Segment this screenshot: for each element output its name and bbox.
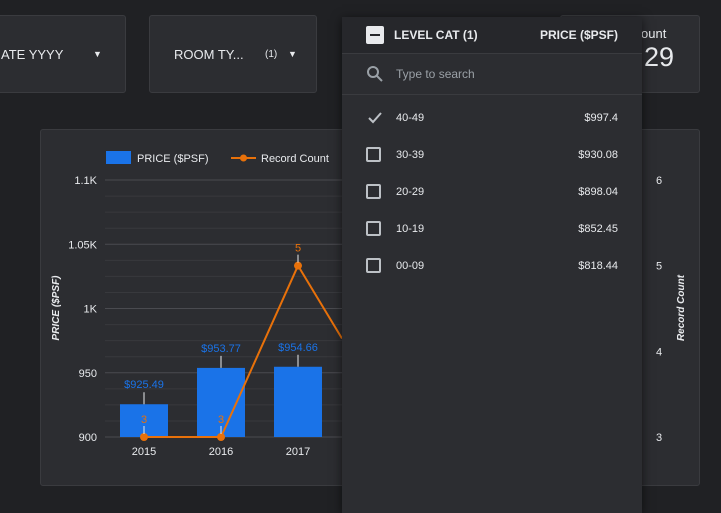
level-cat-dropdown: LEVEL CAT (1) PRICE ($PSF) Type to searc… xyxy=(342,17,642,513)
dropdown-option[interactable]: 30-39 $930.08 xyxy=(342,136,642,173)
option-label: 20-29 xyxy=(396,185,425,198)
chevron-down-icon: ▼ xyxy=(93,49,102,59)
line-data-label: 3 xyxy=(218,414,224,426)
option-checkbox[interactable] xyxy=(366,221,381,236)
y2-tick-label: 4 xyxy=(656,346,662,358)
x-tick-label: 2015 xyxy=(132,446,156,458)
bar-data-label: $953.77 xyxy=(201,343,241,355)
record-count-line xyxy=(144,263,343,438)
line-point xyxy=(140,433,148,441)
legend-bar-swatch xyxy=(106,151,131,164)
y-tick-label: 1K xyxy=(84,304,98,316)
scorecard-value: 29 xyxy=(644,42,675,72)
dropdown-header-metric: PRICE ($PSF) xyxy=(539,28,618,42)
legend-bar-label: PRICE ($PSF) xyxy=(137,153,209,165)
option-value: $997.4 xyxy=(584,111,618,124)
line-point xyxy=(294,261,302,270)
date-filter-label: ATE YYYY xyxy=(1,46,64,62)
room-type-filter-badge: (1) xyxy=(265,48,278,60)
bar xyxy=(274,366,322,437)
dropdown-option[interactable]: 10-19 $852.45 xyxy=(342,210,642,247)
option-value: $852.45 xyxy=(578,222,618,235)
y-tick-label: 950 xyxy=(79,368,97,380)
y2-tick-label: 6 xyxy=(656,175,662,187)
y2-tick-label: 5 xyxy=(656,261,662,273)
search-icon xyxy=(367,66,383,82)
dropdown-header-label: LEVEL CAT (1) xyxy=(394,28,478,42)
line-data-label: 3 xyxy=(141,414,147,426)
line-point xyxy=(217,433,225,441)
y-tick-label: 900 xyxy=(79,432,97,444)
x-tick-label: 2016 xyxy=(209,446,233,458)
room-type-filter[interactable]: ROOM TY... (1) ▼ xyxy=(149,15,317,93)
search-input[interactable]: Type to search xyxy=(396,67,475,81)
y-tick-label: 1.1K xyxy=(74,175,97,187)
scorecard-label: ount xyxy=(641,26,667,41)
dropdown-option[interactable]: 40-49 $997.4 xyxy=(342,99,642,136)
bar-data-label: $954.66 xyxy=(278,342,318,354)
chevron-down-icon: ▼ xyxy=(288,49,297,59)
dropdown-option[interactable]: 00-09 $818.44 xyxy=(342,247,642,284)
dropdown-search[interactable]: Type to search xyxy=(342,54,642,95)
option-label: 40-49 xyxy=(396,111,425,124)
option-value: $930.08 xyxy=(578,148,618,161)
y2-tick-label: 3 xyxy=(656,432,662,444)
select-all-checkbox[interactable] xyxy=(366,26,384,44)
dropdown-option[interactable]: 20-29 $898.04 xyxy=(342,173,642,210)
y-axis-title: PRICE ($PSF) xyxy=(51,275,62,341)
dropdown-header: LEVEL CAT (1) PRICE ($PSF) xyxy=(342,17,642,54)
line-data-label: 5 xyxy=(295,243,301,255)
y2-axis-title: Record Count xyxy=(676,274,687,341)
option-label: 00-09 xyxy=(396,259,425,272)
option-value: $898.04 xyxy=(578,185,618,198)
check-icon xyxy=(368,111,382,123)
option-checkbox[interactable] xyxy=(366,147,381,162)
x-tick-label: 2017 xyxy=(286,446,310,458)
date-filter[interactable]: ATE YYYY ▼ xyxy=(0,15,126,93)
option-checkbox[interactable] xyxy=(366,184,381,199)
option-checkbox[interactable] xyxy=(366,258,381,273)
legend-line-label: Record Count xyxy=(261,153,329,165)
room-type-filter-label: ROOM TY... xyxy=(174,46,244,62)
option-value: $818.44 xyxy=(578,259,618,272)
bar-data-label: $925.49 xyxy=(124,379,164,391)
option-label: 30-39 xyxy=(396,148,425,161)
option-label: 10-19 xyxy=(396,222,425,235)
legend-line-marker xyxy=(240,154,247,162)
y-tick-label: 1.05K xyxy=(68,239,97,251)
